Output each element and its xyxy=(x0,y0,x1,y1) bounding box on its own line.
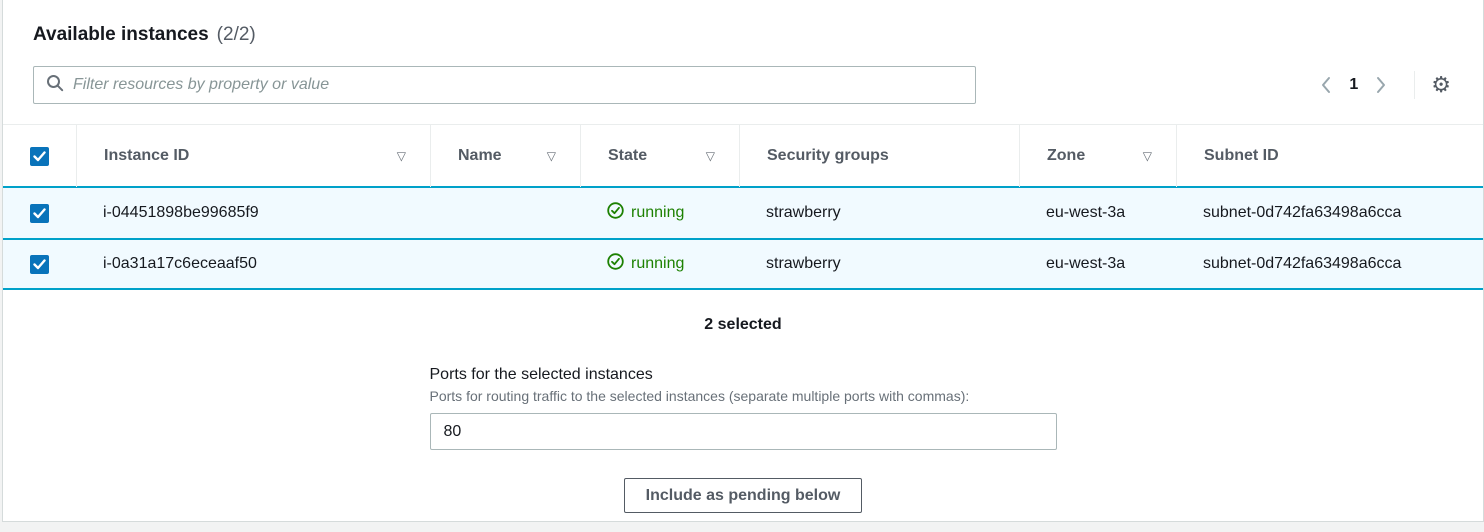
sort-caret-icon[interactable]: ▽ xyxy=(705,149,715,163)
search-icon xyxy=(46,74,64,97)
ports-description: Ports for routing traffic to the selecte… xyxy=(429,388,970,404)
previous-page-button[interactable] xyxy=(1311,70,1341,100)
panel-header: Available instances (2/2) xyxy=(3,0,1483,46)
cell-instance-id: i-04451898be99685f9 xyxy=(103,204,259,221)
ports-section: Ports for the selected instances Ports f… xyxy=(429,366,1057,450)
selection-summary: 2 selected xyxy=(704,316,782,333)
cell-subnet-id: subnet-0d742fa63498a6cca xyxy=(1203,255,1402,272)
row-select-cell xyxy=(3,203,76,223)
row-checkbox[interactable] xyxy=(30,254,49,274)
ports-label: Ports for the selected instances xyxy=(429,366,653,383)
state-label: running xyxy=(631,204,685,221)
select-all-cell xyxy=(3,125,76,187)
include-as-pending-button[interactable]: Include as pending below xyxy=(623,478,863,513)
toolbar: 1 ⚙ xyxy=(3,66,1483,104)
filter-box[interactable] xyxy=(33,66,976,104)
settings-gear-icon[interactable]: ⚙ xyxy=(1431,72,1451,97)
column-header-zone[interactable]: Zone ▽ xyxy=(1019,125,1176,187)
column-header-security-groups[interactable]: Security groups xyxy=(739,125,1019,187)
table-row[interactable]: i-0a31a17c6eceaaf50 running strawberry e… xyxy=(3,238,1483,290)
row-checkbox[interactable] xyxy=(30,203,49,223)
filter-input[interactable] xyxy=(73,76,963,94)
cell-instance-id: i-0a31a17c6eceaaf50 xyxy=(103,255,257,272)
current-page-number: 1 xyxy=(1349,76,1359,93)
cell-subnet-id: subnet-0d742fa63498a6cca xyxy=(1203,204,1402,221)
sort-caret-icon[interactable]: ▽ xyxy=(546,149,556,163)
running-status-icon xyxy=(607,202,624,224)
column-header-name[interactable]: Name ▽ xyxy=(430,125,580,187)
column-header-instance-id[interactable]: Instance ID ▽ xyxy=(76,125,430,187)
select-all-checkbox[interactable] xyxy=(30,146,49,166)
pagination: 1 ⚙ xyxy=(1311,70,1453,100)
page-title: Available instances xyxy=(33,24,209,45)
running-status-icon xyxy=(607,253,624,275)
sort-caret-icon[interactable]: ▽ xyxy=(1142,149,1152,163)
row-select-cell xyxy=(3,254,76,274)
instances-table: Instance ID ▽ Name ▽ State ▽ Security gr… xyxy=(3,124,1483,290)
instance-count-badge: (2/2) xyxy=(216,24,256,45)
table-header-row: Instance ID ▽ Name ▽ State ▽ Security gr… xyxy=(3,124,1483,187)
toolbar-divider xyxy=(1414,71,1416,99)
cell-state: running xyxy=(580,202,739,224)
column-header-state[interactable]: State ▽ xyxy=(580,125,739,187)
next-page-button[interactable] xyxy=(1366,70,1396,100)
available-instances-panel: Available instances (2/2) 1 xyxy=(2,0,1484,522)
cell-zone: eu-west-3a xyxy=(1046,255,1126,272)
table-row[interactable]: i-04451898be99685f9 running strawberry e… xyxy=(3,186,1483,238)
include-button-row: Include as pending below xyxy=(3,478,1483,513)
sort-caret-icon[interactable]: ▽ xyxy=(396,149,406,163)
cell-zone: eu-west-3a xyxy=(1046,204,1126,221)
cell-security-groups: strawberry xyxy=(766,255,841,272)
cell-state: running xyxy=(580,253,739,275)
state-label: running xyxy=(631,255,685,272)
ports-input[interactable] xyxy=(429,413,1057,450)
cell-security-groups: strawberry xyxy=(766,204,841,221)
column-header-subnet-id[interactable]: Subnet ID xyxy=(1176,125,1483,187)
